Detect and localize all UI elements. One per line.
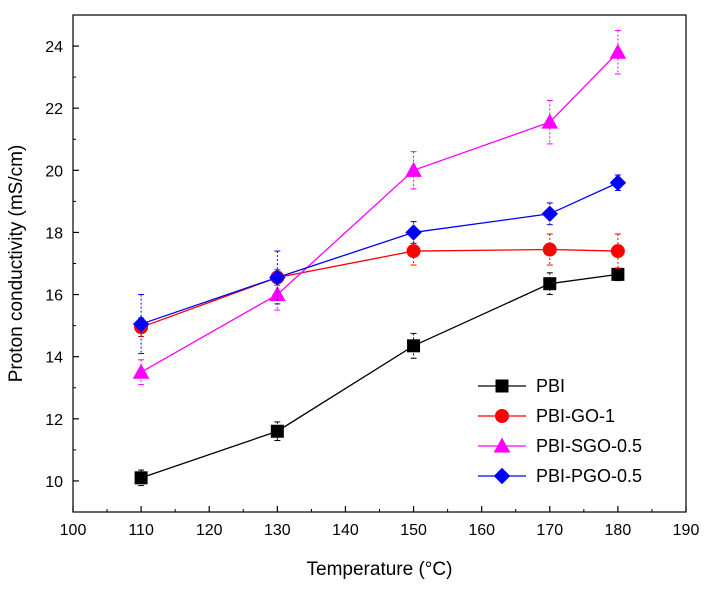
x-tick-label: 150 xyxy=(400,522,427,539)
legend-label: PBI-GO-1 xyxy=(536,406,615,426)
error-bar xyxy=(274,250,281,305)
legend-item-pbi: PBI xyxy=(478,376,565,396)
data-point-pbi xyxy=(407,339,421,353)
plot-data-layer xyxy=(132,30,627,487)
data-point-pbi-sgo-0-5 xyxy=(405,161,422,177)
legend-swatch-marker xyxy=(493,467,511,485)
x-tick-label: 120 xyxy=(196,522,223,539)
legend-label: PBI-SGO-0.5 xyxy=(536,436,642,456)
series-pbi-pgo-0-5 xyxy=(132,174,627,355)
x-tick-label: 180 xyxy=(605,522,632,539)
data-point-pbi-pgo-0-5 xyxy=(132,315,150,333)
x-tick-label: 110 xyxy=(128,522,154,539)
x-tick-label: 130 xyxy=(264,522,291,539)
data-point-pbi-pgo-0-5 xyxy=(541,205,558,223)
legend-swatch-marker xyxy=(493,437,511,453)
x-tick-label: 100 xyxy=(60,522,87,539)
x-axis-title: Temperature (°C) xyxy=(307,559,453,580)
y-tick-label: 10 xyxy=(45,474,63,491)
legend: PBI PBI-GO-1 PBI-SGO-0.5 PBI-PGO-0.5 xyxy=(478,376,642,486)
data-point-pbi xyxy=(134,471,148,485)
y-tick-label: 16 xyxy=(45,288,63,305)
data-point-pbi xyxy=(543,277,557,291)
series-pbi xyxy=(134,267,625,487)
data-point-pbi-sgo-0-5 xyxy=(132,363,150,379)
y-tick-label: 22 xyxy=(45,101,63,118)
legend-item-pbi-go-1: PBI-GO-1 xyxy=(478,406,615,426)
series-pbi-sgo-0-5 xyxy=(132,30,627,386)
data-point-pbi xyxy=(270,424,284,438)
data-point-pbi-go-1 xyxy=(406,244,421,259)
error-bar xyxy=(410,151,417,190)
y-axis: 10 12 14 16 18 20 22 24 xyxy=(45,14,79,513)
data-point-pbi xyxy=(611,267,625,281)
data-point-pbi-sgo-0-5 xyxy=(541,113,559,129)
y-tick-label: 18 xyxy=(45,225,63,242)
data-point-pbi-pgo-0-5 xyxy=(269,269,286,286)
legend-item-pbi-sgo-0-5: PBI-SGO-0.5 xyxy=(478,436,642,456)
y-tick-label: 20 xyxy=(45,163,63,180)
legend-label: PBI xyxy=(536,376,565,396)
x-tick-label: 190 xyxy=(673,522,700,539)
error-bar xyxy=(410,221,417,244)
x-tick-label: 170 xyxy=(536,522,563,539)
legend-item-pbi-pgo-0-5: PBI-PGO-0.5 xyxy=(478,466,642,486)
x-tick-label: 160 xyxy=(468,522,495,539)
legend-swatch-marker xyxy=(495,409,509,423)
data-point-pbi-pgo-0-5 xyxy=(405,224,422,241)
data-point-pbi-go-1 xyxy=(542,242,557,257)
error-bar xyxy=(546,272,553,296)
legend-swatch-marker xyxy=(495,379,509,393)
error-bar xyxy=(546,202,553,226)
error-bar xyxy=(546,233,553,266)
data-point-pbi-pgo-0-5 xyxy=(609,174,627,191)
x-tick-label: 140 xyxy=(332,522,359,539)
legend-label: PBI-PGO-0.5 xyxy=(536,466,642,486)
y-axis-title: Proton conductivity (mS/cm) xyxy=(6,145,27,383)
y-tick-label: 24 xyxy=(45,39,63,56)
y-tick-label: 14 xyxy=(45,350,63,367)
y-tick-label: 12 xyxy=(45,412,63,429)
data-point-pbi-go-1 xyxy=(610,244,625,259)
data-point-pbi-sgo-0-5 xyxy=(609,43,627,59)
x-axis: 100 110 120 130 140 150 160 170 180 190 xyxy=(60,506,700,539)
